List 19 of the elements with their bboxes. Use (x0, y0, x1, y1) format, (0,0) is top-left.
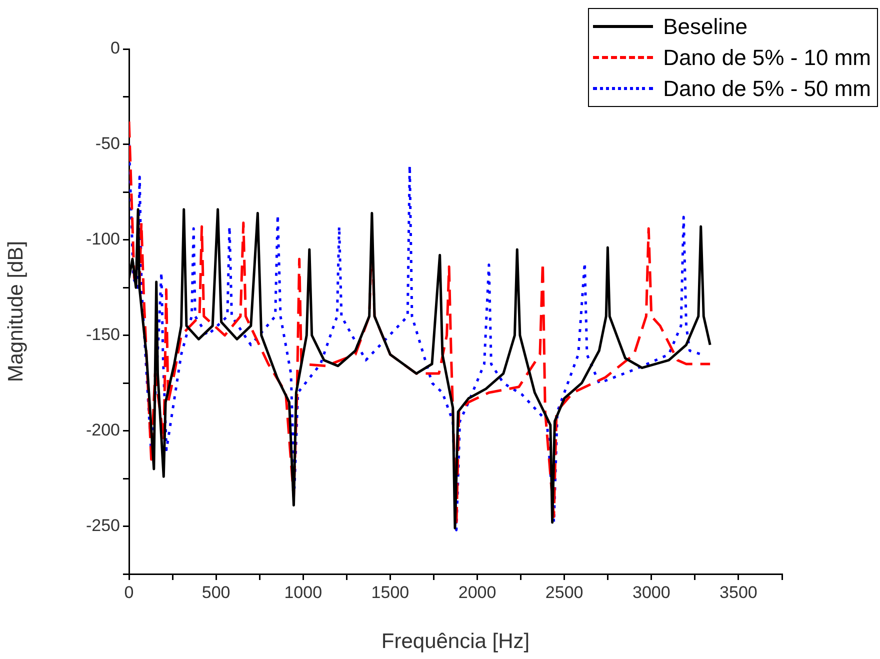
x-tick-label: 500 (202, 582, 230, 602)
x-axis-title: Frequência [Hz] (381, 630, 530, 654)
x-tick-label: 3500 (720, 582, 758, 602)
legend-label: Beseline (663, 14, 748, 40)
y-tick-label: -100 (86, 230, 120, 249)
x-tick-label: 3000 (632, 582, 670, 602)
legend-label: Dano de 5% - 10 mm (663, 44, 871, 70)
y-tick-label: 0 (110, 38, 120, 58)
x-tick-label: 2500 (545, 582, 584, 602)
y-tick-label: -250 (86, 516, 120, 535)
x-tick-label: 0 (124, 582, 134, 602)
legend-label: Dano de 5% - 50 mm (663, 76, 871, 102)
x-tick-label: 2000 (458, 582, 496, 602)
y-axis-title: Magnitude [dB] (4, 240, 28, 382)
y-tick-label: -200 (86, 420, 120, 440)
x-tick-label: 1500 (371, 582, 410, 602)
x-tick-label: 1000 (284, 582, 322, 602)
y-tick-label: -150 (86, 325, 120, 344)
y-tick-label: -50 (95, 134, 120, 154)
